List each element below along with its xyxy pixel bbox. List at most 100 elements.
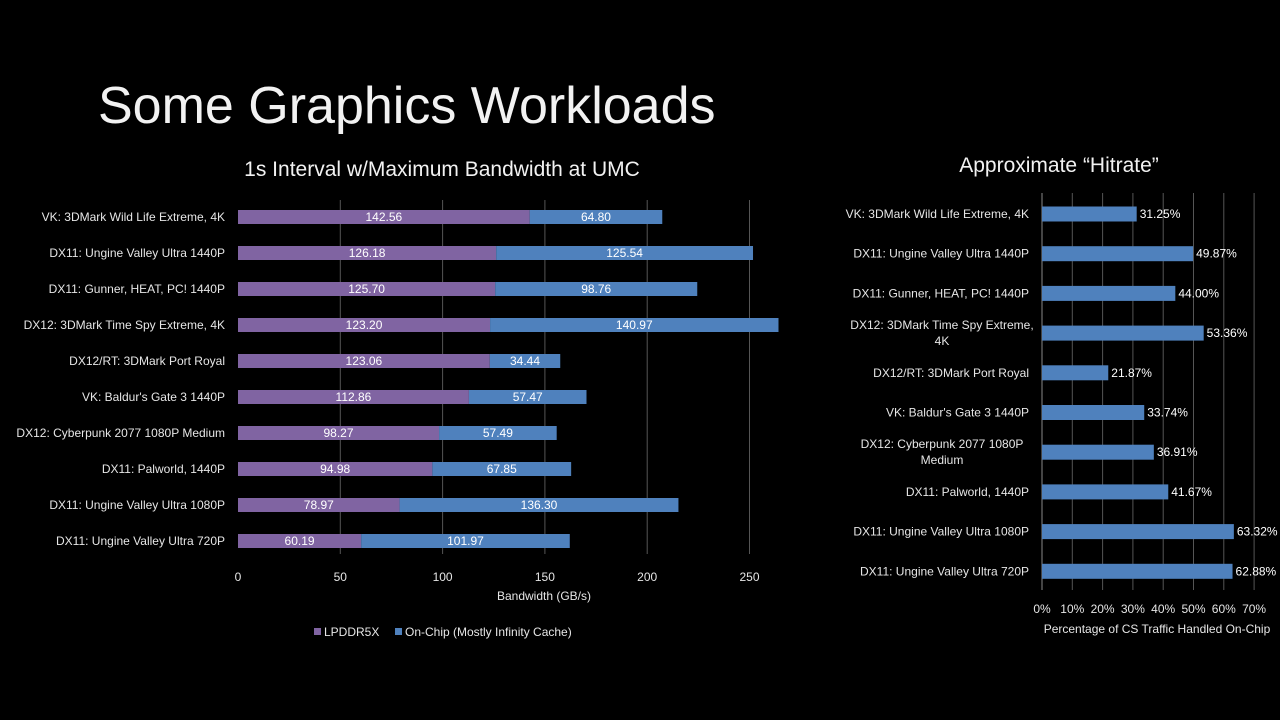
bandwidth-chart: 1s Interval w/Maximum Bandwidth at UMC 0 5…	[16, 158, 779, 639]
data-label: 57.49	[483, 426, 513, 440]
category-label: DX12: 3DMark Time Spy Extreme, 4K	[24, 318, 225, 332]
hitrate-bar	[1042, 524, 1234, 540]
x-axis-title: Percentage of CS Traffic Handled On-Chip	[1044, 622, 1271, 636]
hitrate-bar	[1042, 563, 1233, 579]
data-label: 49.87%	[1196, 247, 1237, 261]
lpddr5x-bar	[238, 390, 469, 404]
category-label: 4K	[935, 334, 950, 348]
on-chip-bar	[529, 210, 663, 224]
data-label: 98.27	[324, 426, 354, 440]
data-label: 126.18	[349, 246, 386, 260]
category-label: DX12: Cyberpunk 2077 1080P Medium	[16, 426, 225, 440]
x-tick-label: 200	[637, 570, 657, 584]
hitrate-bar	[1042, 206, 1137, 222]
lpddr5x-bar	[238, 318, 491, 332]
data-label: 78.97	[304, 498, 334, 512]
category-label: DX12/RT: 3DMark Port Royal	[873, 366, 1029, 380]
data-label: 41.67%	[1171, 485, 1212, 499]
legend-label: LPDDR5X	[324, 625, 379, 639]
on-chip-bar	[489, 354, 561, 368]
hitrate-bar	[1042, 285, 1176, 301]
data-label: 94.98	[320, 462, 350, 476]
category-label: DX12/RT: 3DMark Port Royal	[69, 354, 225, 368]
category-label: DX11: Ungine Valley Ultra 720P	[56, 534, 225, 548]
data-label: 123.20	[346, 318, 383, 332]
category-label: VK: Baldur's Gate 3 1440P	[886, 406, 1029, 420]
category-label: VK: 3DMark Wild Life Extreme, 4K	[42, 210, 225, 224]
on-chip-bar	[468, 390, 587, 404]
x-axis-title: Bandwidth (GB/s)	[497, 589, 591, 603]
data-label: 44.00%	[1178, 286, 1219, 300]
category-label: DX11: Ungine Valley Ultra 1440P	[853, 247, 1029, 261]
on-chip-bar	[361, 534, 570, 548]
x-tick-label: 250	[739, 570, 759, 584]
hitrate-bar	[1042, 325, 1204, 341]
data-label: 62.88%	[1236, 564, 1277, 578]
hitrate-chart: Approximate “Hitrate” 0% 10% 20% 30% 40% 50% 60…	[846, 154, 1278, 636]
x-tick-label: 60%	[1212, 602, 1236, 616]
x-tick-label: 50	[334, 570, 348, 584]
category-label: Medium	[921, 453, 964, 467]
data-label: 98.76	[581, 282, 611, 296]
data-label: 136.30	[521, 498, 558, 512]
data-label: 63.32%	[1237, 525, 1278, 539]
category-label: DX11: Ungine Valley Ultra 1080P	[49, 498, 225, 512]
data-label: 21.87%	[1111, 366, 1152, 380]
data-label: 60.19	[285, 534, 315, 548]
lpddr5x-bar	[238, 462, 433, 476]
category-label: VK: 3DMark Wild Life Extreme, 4K	[846, 207, 1029, 221]
category-label: DX12: Cyberpunk 2077 1080P	[861, 437, 1024, 451]
data-label: 125.70	[348, 282, 385, 296]
data-label: 101.97	[447, 534, 484, 548]
data-label: 64.80	[581, 210, 611, 224]
hitrate-bar	[1042, 365, 1109, 381]
data-label: 31.25%	[1140, 207, 1181, 221]
on-chip-bar	[439, 426, 557, 440]
hitrate-bar	[1042, 484, 1169, 500]
hitrate-bar	[1042, 405, 1145, 420]
category-label: DX11: Ungine Valley Ultra 720P	[860, 564, 1029, 578]
lpddr5x-bar	[238, 426, 440, 440]
legend-swatch-lpddr5x	[314, 628, 321, 635]
lpddr5x-bar	[238, 354, 490, 368]
data-label: 53.36%	[1207, 326, 1248, 340]
data-label: 57.47	[513, 390, 543, 404]
category-label: DX11: Palworld, 1440P	[102, 462, 225, 476]
on-chip-bar	[432, 462, 572, 476]
category-label: DX11: Ungine Valley Ultra 1440P	[49, 246, 225, 260]
lpddr5x-bar	[238, 282, 496, 296]
data-label: 142.56	[365, 210, 402, 224]
data-label: 33.74%	[1147, 406, 1188, 420]
on-chip-bar	[399, 498, 679, 512]
category-label: DX11: Ungine Valley Ultra 1080P	[853, 525, 1029, 539]
data-label: 125.54	[606, 246, 643, 260]
legend-swatch-on-chip	[395, 628, 402, 635]
on-chip-bar	[496, 246, 754, 260]
data-label: 34.44	[510, 354, 540, 368]
x-tick-label: 50%	[1181, 602, 1205, 616]
x-tick-label: 10%	[1060, 602, 1084, 616]
data-label: 140.97	[616, 318, 653, 332]
x-tick-label: 40%	[1151, 602, 1175, 616]
data-label: 112.86	[336, 390, 372, 404]
hitrate-bar	[1042, 444, 1154, 460]
slide-title: Some Graphics Workloads	[98, 77, 716, 135]
on-chip-bar	[495, 282, 698, 296]
category-label: DX11: Gunner, HEAT, PC! 1440P	[853, 286, 1029, 300]
data-label: 123.06	[346, 354, 383, 368]
lpddr5x-bar	[238, 210, 530, 224]
x-tick-label: 100	[433, 570, 453, 584]
x-tick-label: 0%	[1033, 602, 1051, 616]
chart-title: 1s Interval w/Maximum Bandwidth at UMC	[244, 158, 640, 181]
lpddr5x-bar	[238, 498, 400, 512]
hitrate-bar	[1042, 246, 1194, 262]
x-tick-label: 30%	[1121, 602, 1145, 616]
x-tick-label: 0	[235, 570, 242, 584]
legend-label: On-Chip (Mostly Infinity Cache)	[405, 625, 572, 639]
category-label: DX11: Palworld, 1440P	[906, 485, 1029, 499]
data-label: 36.91%	[1157, 445, 1198, 459]
category-label: DX11: Gunner, HEAT, PC! 1440P	[49, 282, 225, 296]
x-tick-label: 70%	[1242, 602, 1266, 616]
on-chip-bar	[490, 318, 779, 332]
category-label: DX12: 3DMark Time Spy Extreme,	[850, 318, 1033, 332]
